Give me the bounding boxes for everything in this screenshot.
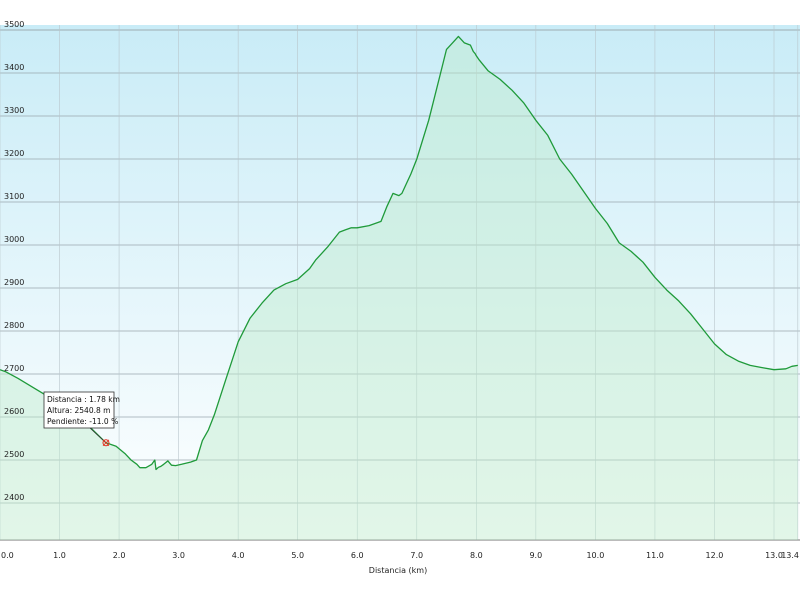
tooltip-line: Pendiente: -11.0 % [47,417,118,426]
y-tick-label: 2600 [4,407,24,416]
y-tick-label: 2800 [4,321,24,330]
x-tick-label: 4.0 [232,551,245,560]
y-tick-label: 2900 [4,278,24,287]
elevation-fill [0,36,798,541]
x-tick-label: 12.0 [706,551,724,560]
y-tick-label: 2700 [4,364,24,373]
tooltip-marker-cross [102,439,110,447]
x-tick-label: 5.0 [291,551,304,560]
y-axis-ticks: 2400 2500 2600 2700 2800 2900 3000 3100 3200 3300… [4,20,24,502]
x-tick-label: 0.0 [1,551,14,560]
plot-background [0,25,800,540]
x-tick-label: 2.0 [113,551,126,560]
tooltip-marker [102,439,110,447]
point-tooltip: Distancia : 1.78 km Altura: 2540.8 m Pendi… [43,391,120,447]
y-tick-label: 3300 [4,106,24,115]
tooltip-box [43,391,115,429]
x-tick-label: 6.0 [351,551,364,560]
x-axis-ticks: 0.0 1.0 2.0 3.0 4.0 5.0 6.0 7.0 8.0 9.0 10.0 11.0 12… [1,551,799,560]
y-tick-label: 3100 [4,192,24,201]
elevation-area [0,36,798,541]
x-tick-label: 1.0 [53,551,66,560]
y-tick-label: 2400 [4,493,24,502]
x-tick-label: 3.0 [172,551,185,560]
x-tick-label: 9.0 [529,551,542,560]
x-tick-label: 7.0 [410,551,423,560]
tooltip-line: Altura: 2540.8 m [47,406,110,415]
x-tick-label: 13.4 [781,551,799,560]
x-tick-label: 8.0 [470,551,483,560]
x-axis-label: Distancia (km) [369,566,427,575]
x-tick-label: 13.0 [765,551,783,560]
elevation-series-line [0,35,798,471]
y-tick-label: 3500 [4,20,24,29]
x-tick-label: 11.0 [646,551,664,560]
tooltip-line: Distancia : 1.78 km [47,395,120,404]
y-tick-label: 2500 [4,450,24,459]
grid [0,25,800,541]
elevation-line [0,35,798,471]
y-tick-label: 3400 [4,63,24,72]
y-tick-label: 3000 [4,235,24,244]
x-tick-label: 10.0 [586,551,604,560]
y-tick-label: 3200 [4,149,24,158]
